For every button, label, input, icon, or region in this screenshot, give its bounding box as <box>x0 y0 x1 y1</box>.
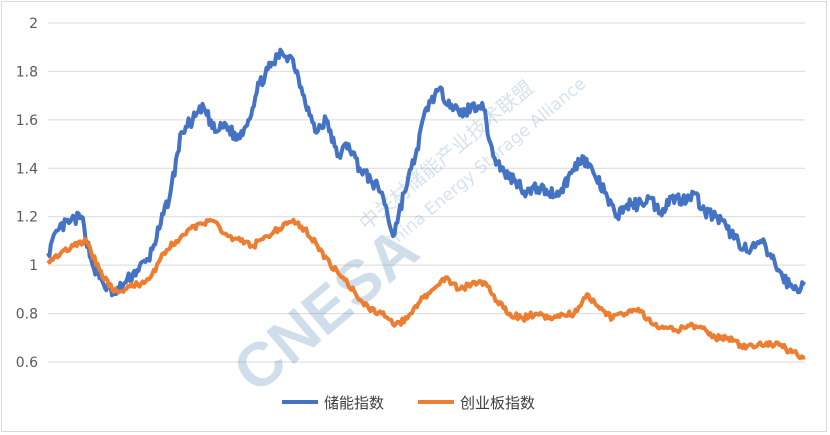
legend-label-series-2: 创业板指数 <box>460 394 535 412</box>
y-tick-label: 1.8 <box>16 64 38 80</box>
legend: 储能指数 创业板指数 <box>282 394 535 412</box>
series-line-2 <box>46 217 806 361</box>
y-axis-ticks: 0.6 0.8 1 1.2 1.4 1.6 1.8 2 <box>16 16 38 371</box>
y-tick-label: 0.8 <box>16 307 38 323</box>
series-lines <box>46 47 806 361</box>
y-tick-label: 2 <box>29 16 38 32</box>
y-tick-label: 0.6 <box>16 355 38 371</box>
y-tick-label: 1.6 <box>16 113 38 129</box>
legend-label-series-1: 储能指数 <box>324 394 384 412</box>
y-tick-label: 1 <box>29 258 38 274</box>
y-tick-label: 1.2 <box>16 210 38 226</box>
series-line-1 <box>46 47 806 298</box>
y-tick-label: 1.4 <box>16 161 38 177</box>
watermark: CNESA 中关村储能产业技术联盟 China Energy Storage A… <box>221 74 590 406</box>
